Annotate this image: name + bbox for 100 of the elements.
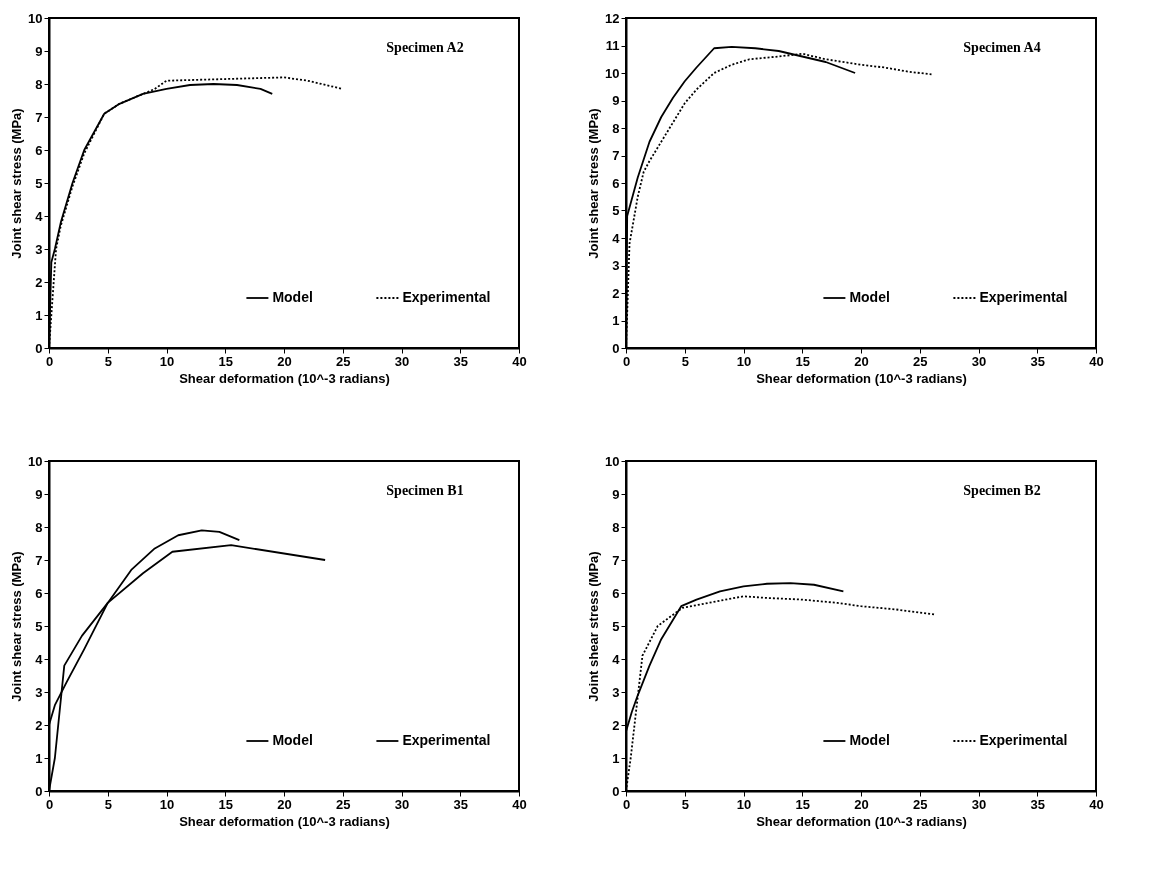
- x-tick-label: 5: [681, 353, 689, 369]
- y-tick-label: 11: [605, 38, 620, 53]
- x-tick-label: 35: [453, 796, 468, 812]
- x-tick-label: 40: [512, 353, 527, 369]
- y-tick-label: 2: [35, 717, 43, 733]
- x-tick-label: 10: [736, 796, 752, 812]
- y-tick-label: 1: [612, 750, 620, 766]
- x-tick-label: 25: [336, 796, 351, 812]
- x-tick-label: 25: [336, 353, 351, 369]
- y-tick-label: 7: [35, 109, 43, 125]
- y-tick-label: 12: [605, 10, 620, 26]
- x-tick-label: 20: [854, 353, 869, 369]
- x-tick-label: 20: [854, 796, 869, 812]
- y-tick-label: 4: [612, 230, 621, 246]
- x-tick-label: 10: [736, 353, 752, 369]
- y-axis-title: Joint shear stress (MPa): [586, 551, 602, 702]
- legend-label: Model: [272, 289, 313, 305]
- y-tick-label: 2: [612, 285, 620, 301]
- y-tick-label: 2: [612, 717, 620, 733]
- x-tick-label: 15: [218, 796, 233, 812]
- x-axis-title: Shear deformation (10^-3 radians): [179, 370, 390, 386]
- x-tick-label: 35: [1030, 796, 1045, 812]
- y-tick-label: 3: [35, 241, 43, 257]
- x-tick-label: 10: [159, 353, 175, 369]
- x-axis-title: Shear deformation (10^-3 radians): [179, 813, 390, 829]
- y-tick-label: 8: [35, 76, 43, 92]
- x-tick-label: 5: [681, 796, 689, 812]
- legend-label: Model: [272, 732, 313, 748]
- x-tick-label: 5: [104, 353, 112, 369]
- y-tick-label: 1: [35, 307, 43, 323]
- x-tick-label: 40: [1089, 796, 1104, 812]
- x-tick-label: 20: [277, 353, 292, 369]
- x-tick-label: 40: [512, 796, 527, 812]
- y-tick-label: 6: [35, 585, 43, 601]
- y-tick-label: 10: [28, 10, 43, 26]
- annotation: Specimen B2: [963, 483, 1041, 498]
- y-tick-label: 9: [35, 486, 43, 502]
- y-tick-label: 4: [612, 651, 621, 667]
- x-tick-label: 30: [971, 796, 987, 812]
- x-tick-label: 35: [453, 353, 468, 369]
- x-tick-label: 30: [394, 353, 410, 369]
- x-axis-title: Shear deformation (10^-3 radians): [756, 813, 967, 829]
- x-tick-label: 0: [622, 796, 631, 812]
- x-tick-label: 15: [795, 353, 810, 369]
- legend-label: Experimental: [402, 732, 491, 748]
- y-tick-label: 3: [35, 684, 43, 700]
- x-tick-label: 15: [795, 796, 810, 812]
- x-tick-label: 10: [159, 796, 175, 812]
- y-tick-label: 10: [605, 65, 620, 81]
- legend-label: Experimental: [402, 289, 491, 305]
- annotation: Specimen A2: [386, 40, 464, 55]
- y-tick-label: 4: [35, 208, 44, 224]
- y-tick-label: 6: [612, 585, 620, 601]
- y-tick-label: 1: [612, 313, 620, 328]
- y-tick-label: 0: [612, 340, 620, 356]
- y-tick-label: 7: [35, 552, 43, 568]
- y-tick-label: 10: [28, 453, 43, 469]
- annotation: Specimen A4: [963, 40, 1041, 55]
- y-axis-title: Joint shear stress (MPa): [9, 551, 25, 702]
- y-tick-label: 7: [612, 148, 620, 163]
- y-tick-label: 9: [612, 93, 620, 108]
- y-tick-label: 3: [612, 258, 620, 273]
- x-tick-label: 40: [1089, 353, 1104, 369]
- x-tick-label: 30: [394, 796, 410, 812]
- y-tick-label: 10: [605, 453, 620, 469]
- y-tick-label: 8: [612, 120, 620, 136]
- legend-label: Experimental: [979, 289, 1068, 305]
- x-axis-title: Shear deformation (10^-3 radians): [756, 370, 967, 386]
- x-tick-label: 35: [1030, 353, 1045, 369]
- y-tick-label: 2: [35, 274, 43, 290]
- y-tick-label: 3: [612, 684, 620, 700]
- x-tick-label: 0: [45, 796, 54, 812]
- x-tick-label: 25: [913, 796, 928, 812]
- x-tick-label: 25: [913, 353, 928, 369]
- y-tick-label: 9: [35, 43, 43, 59]
- x-tick-label: 5: [104, 796, 112, 812]
- x-tick-label: 20: [277, 796, 292, 812]
- annotation: Specimen B1: [386, 483, 464, 498]
- y-tick-label: 5: [35, 175, 43, 191]
- y-tick-label: 5: [612, 618, 620, 634]
- y-axis-title: Joint shear stress (MPa): [586, 108, 602, 259]
- y-tick-label: 0: [35, 783, 43, 799]
- y-tick-label: 8: [612, 519, 620, 535]
- legend-label: Experimental: [979, 732, 1068, 748]
- x-tick-label: 15: [218, 353, 233, 369]
- legend-label: Model: [849, 732, 890, 748]
- x-tick-label: 30: [971, 353, 987, 369]
- y-tick-label: 6: [612, 175, 620, 191]
- y-tick-label: 4: [35, 651, 44, 667]
- y-tick-label: 6: [35, 142, 43, 158]
- y-tick-label: 5: [612, 203, 620, 218]
- x-tick-label: 0: [45, 353, 54, 369]
- y-tick-label: 5: [35, 618, 43, 634]
- y-axis-title: Joint shear stress (MPa): [9, 108, 25, 259]
- y-tick-label: 1: [35, 750, 43, 766]
- y-tick-label: 8: [35, 519, 43, 535]
- legend-label: Model: [849, 289, 890, 305]
- y-tick-label: 0: [612, 783, 620, 799]
- y-tick-label: 0: [35, 340, 43, 356]
- x-tick-label: 0: [622, 353, 631, 369]
